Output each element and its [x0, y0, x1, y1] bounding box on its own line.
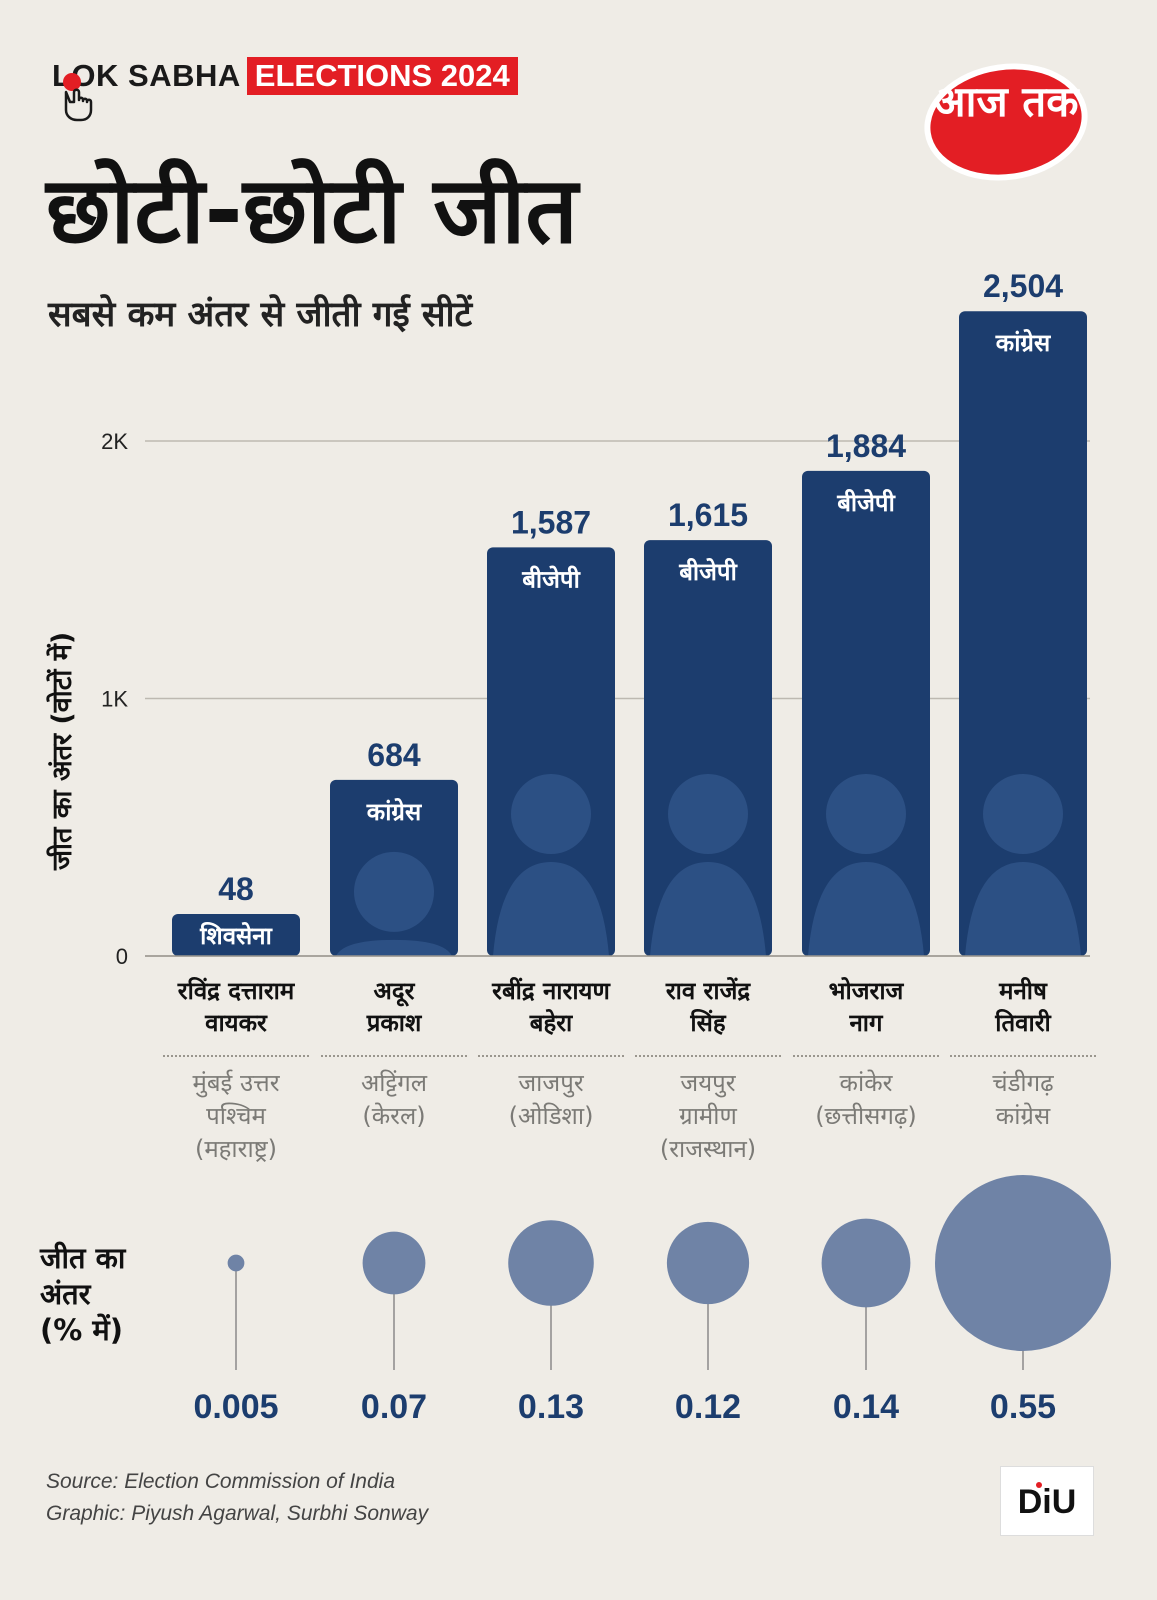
y-tick-label: 0 [116, 944, 128, 969]
candidate-labels: रविंद्र दत्ताराम वायकर मुंबई उत्तर पश्चिम… [0, 975, 1157, 1175]
brand-header: LOK SABHA ELECTIONS 2024 [52, 56, 518, 96]
y-tick-label: 2K [101, 429, 128, 454]
margin-percent-label: 0.55 [990, 1388, 1056, 1426]
candidate-photo [511, 774, 591, 854]
candidate-photo [668, 774, 748, 854]
brand-text: LOK SABHA [52, 58, 241, 93]
aajtak-logo: आज तक [924, 63, 1088, 181]
constituency-name: अट्टिंगल (केरल) [360, 1069, 428, 1130]
source-text: Source: Election Commission of India [46, 1470, 395, 1493]
dotted-separator [793, 1055, 939, 1057]
bubble [508, 1220, 594, 1306]
bubble-chart: 0.005 0.07 0.13 0.12 0.14 0.55 [193, 1175, 1111, 1426]
candidate-column: अदूर प्रकाश अट्टिंगल (केरल) [309, 975, 479, 1133]
candidate-photo [983, 774, 1063, 854]
candidate-name: अदूर प्रकाश [366, 977, 422, 1037]
candidate-column: रविंद्र दत्ताराम वायकर मुंबई उत्तर पश्चिम… [151, 975, 321, 1166]
source-note: Source: Election Commission of India Gra… [46, 1466, 428, 1530]
dotted-separator [635, 1055, 781, 1057]
bubble [821, 1218, 911, 1308]
bubble [666, 1221, 750, 1305]
candidate-column: भोजराज नाग कांकेर (छत्तीसगढ़) [781, 975, 951, 1133]
chart-subtitle: सबसे कम अंतर से जीती गई सीटें [48, 295, 473, 335]
candidate-column: रबींद्र नारायण बहेरा जाजपुर (ओडिशा) [466, 975, 636, 1133]
bar [644, 540, 772, 956]
constituency-name: चंडीगढ़ कांग्रेस [992, 1069, 1054, 1130]
constituency-name: मुंबई उत्तर पश्चिम (महाराष्ट्र) [192, 1069, 280, 1163]
candidate-column: राव राजेंद्र सिंह जयपुर ग्रामीण (राजस्थान… [623, 975, 793, 1166]
margin-percent-label: 0.14 [833, 1388, 899, 1426]
diu-logo: DiU [1000, 1466, 1094, 1536]
margin-percent-title: जीत का अंतर (% में) [40, 1241, 126, 1347]
bar [959, 311, 1087, 957]
dotted-separator [321, 1055, 467, 1057]
candidate-name: राव राजेंद्र सिंह [665, 977, 751, 1037]
party-label: बीजेपी [836, 489, 895, 517]
candidate-name: रबींद्र नारायण बहेरा [492, 977, 610, 1037]
brand-tag: ELECTIONS 2024 [246, 57, 518, 95]
diu-logo-text: DiU [1018, 1483, 1077, 1521]
margin-percent-label: 0.005 [193, 1388, 278, 1426]
party-label: बीजेपी [678, 558, 737, 586]
margin-percent-label: 0.07 [361, 1388, 427, 1426]
bar-value-label: 1,884 [826, 428, 906, 464]
party-label: कांग्रेस [366, 798, 422, 826]
bar-chart: 0 1K 2K 48 शिवसेना 684 कांग्रेस 1,587 बीजेपी 1,61… [101, 268, 1090, 969]
bar-value-label: 684 [367, 737, 421, 773]
voting-finger-icon [63, 73, 93, 122]
constituency-name: कांकेर (छत्तीसगढ़) [815, 1069, 917, 1130]
bar-value-label: 1,587 [511, 504, 591, 540]
constituency-name: जयपुर ग्रामीण (राजस्थान) [659, 1069, 757, 1163]
bar-value-label: 48 [218, 871, 254, 907]
aajtak-logo-text: आज तक [934, 77, 1081, 126]
graphic-credit: Graphic: Piyush Agarwal, Surbhi Sonway [46, 1502, 429, 1525]
candidate-photo-body [336, 939, 452, 956]
candidate-column: मनीष तिवारी चंडीगढ़ कांग्रेस [938, 975, 1108, 1133]
margin-percent-label: 0.13 [518, 1388, 584, 1426]
candidate-photo-body [808, 862, 924, 956]
party-label: कांग्रेस [995, 329, 1051, 357]
bar-value-label: 1,615 [668, 497, 748, 533]
candidate-photo [826, 774, 906, 854]
margin-percent-label: 0.12 [675, 1388, 741, 1426]
bubble [935, 1175, 1111, 1351]
bar [487, 547, 615, 956]
y-tick-label: 1K [101, 687, 128, 712]
candidate-photo-body [965, 862, 1081, 956]
bar [172, 914, 300, 956]
bubble [362, 1231, 426, 1295]
dotted-separator [163, 1055, 309, 1057]
dotted-separator [950, 1055, 1096, 1057]
candidate-name: मनीष तिवारी [995, 977, 1051, 1037]
candidate-name: रविंद्र दत्ताराम वायकर [177, 977, 295, 1037]
candidate-name: भोजराज नाग [828, 977, 904, 1037]
party-label: शिवसेना [199, 922, 272, 950]
constituency-name: जाजपुर (ओडिशा) [508, 1069, 594, 1130]
bubble [227, 1254, 245, 1272]
party-label: बीजेपी [521, 565, 580, 593]
chart-title: छोटी-छोटी जीत [46, 157, 578, 264]
dotted-separator [478, 1055, 624, 1057]
bar-value-label: 2,504 [983, 268, 1063, 304]
candidate-photo-body [493, 862, 609, 956]
candidate-photo [354, 851, 434, 932]
candidate-photo-body [650, 862, 766, 956]
